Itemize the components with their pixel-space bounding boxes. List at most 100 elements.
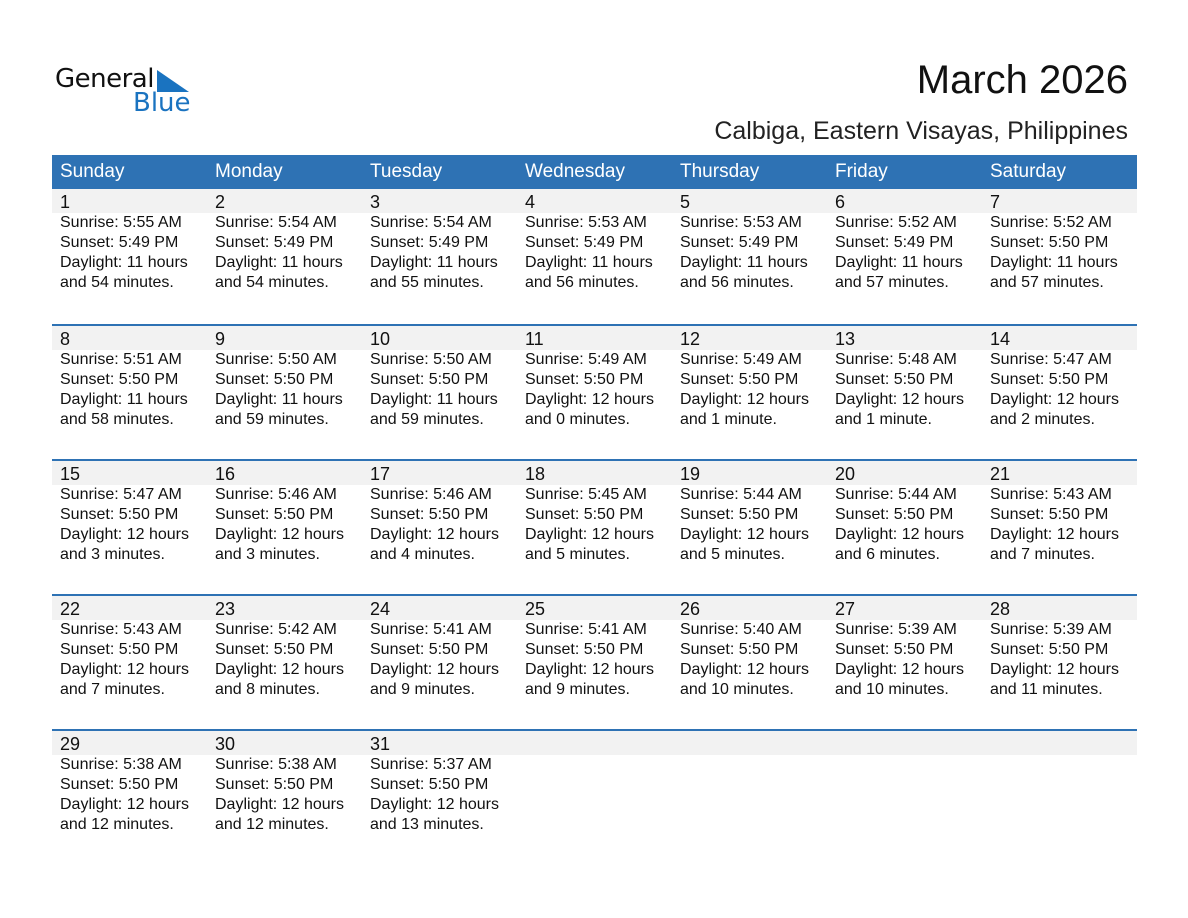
sunset-text: Sunset: 5:50 PM [525, 371, 644, 388]
daylight-hours-text: Daylight: 12 hours [60, 526, 189, 543]
day-cell: 7 Sunrise: 5:52 AM Sunset: 5:50 PM Daylight… [982, 189, 1137, 293]
daylight-minutes-text: and 1 minute. [835, 411, 932, 428]
daylight-minutes-text: and 57 minutes. [835, 274, 949, 291]
date-band [52, 731, 1137, 755]
day-cell: 17 Sunrise: 5:46 AM Sunset: 5:50 PM Dayligh… [362, 461, 517, 565]
day-number: 9 [215, 329, 226, 349]
sunset-text: Sunset: 5:50 PM [60, 506, 179, 523]
date-band [52, 326, 1137, 350]
daylight-hours-text: Daylight: 12 hours [680, 526, 809, 543]
sunrise-text: Sunrise: 5:47 AM [60, 486, 182, 503]
sunrise-text: Sunrise: 5:46 AM [370, 486, 492, 503]
date-band [52, 189, 1137, 213]
day-cell: 21 Sunrise: 5:43 AM Sunset: 5:50 PM Dayligh… [982, 461, 1137, 565]
week-row: 8 Sunrise: 5:51 AM Sunset: 5:50 PM Daylight… [52, 324, 1137, 459]
sunrise-text: Sunrise: 5:48 AM [835, 351, 957, 368]
sunrise-text: Sunrise: 5:52 AM [835, 214, 957, 231]
sunrise-text: Sunrise: 5:49 AM [680, 351, 802, 368]
day-number: 26 [680, 599, 701, 619]
daylight-hours-text: Daylight: 12 hours [60, 661, 189, 678]
day-cell: 1 Sunrise: 5:55 AM Sunset: 5:49 PM Daylight… [52, 189, 207, 293]
sunset-text: Sunset: 5:50 PM [525, 641, 644, 658]
sunrise-text: Sunrise: 5:52 AM [990, 214, 1112, 231]
daylight-minutes-text: and 7 minutes. [990, 546, 1095, 563]
sunset-text: Sunset: 5:49 PM [835, 234, 954, 251]
daylight-hours-text: Daylight: 11 hours [215, 391, 343, 408]
daylight-minutes-text: and 55 minutes. [370, 274, 484, 291]
day-number: 1 [60, 192, 71, 212]
day-number: 15 [60, 464, 81, 484]
sunrise-text: Sunrise: 5:37 AM [370, 756, 492, 773]
day-cell: 26 Sunrise: 5:40 AM Sunset: 5:50 PM Dayligh… [672, 596, 827, 700]
daylight-hours-text: Daylight: 11 hours [525, 254, 653, 271]
sunrise-text: Sunrise: 5:55 AM [60, 214, 182, 231]
day-cell: 28 Sunrise: 5:39 AM Sunset: 5:50 PM Dayligh… [982, 596, 1137, 700]
sunset-text: Sunset: 5:50 PM [370, 506, 489, 523]
day-number: 22 [60, 599, 81, 619]
daylight-hours-text: Daylight: 11 hours [680, 254, 808, 271]
day-number: 19 [680, 464, 701, 484]
sunset-text: Sunset: 5:50 PM [215, 371, 334, 388]
daylight-minutes-text: and 12 minutes. [215, 816, 329, 833]
sunrise-text: Sunrise: 5:42 AM [215, 621, 337, 638]
sunset-text: Sunset: 5:50 PM [370, 371, 489, 388]
daylight-minutes-text: and 3 minutes. [60, 546, 165, 563]
daylight-minutes-text: and 56 minutes. [525, 274, 639, 291]
daylight-hours-text: Daylight: 12 hours [370, 526, 499, 543]
location-subtitle: Calbiga, Eastern Visayas, Philippines [714, 117, 1128, 145]
daylight-minutes-text: and 59 minutes. [215, 411, 329, 428]
sunrise-text: Sunrise: 5:43 AM [60, 621, 182, 638]
sunset-text: Sunset: 5:50 PM [60, 776, 179, 793]
sunset-text: Sunset: 5:49 PM [680, 234, 799, 251]
week-row: 22 Sunrise: 5:43 AM Sunset: 5:50 PM Dayligh… [52, 594, 1137, 729]
sunset-text: Sunset: 5:50 PM [990, 641, 1109, 658]
daylight-hours-text: Daylight: 11 hours [835, 254, 963, 271]
sunrise-text: Sunrise: 5:41 AM [525, 621, 647, 638]
day-number: 30 [215, 734, 236, 754]
daylight-minutes-text: and 2 minutes. [990, 411, 1095, 428]
day-number: 23 [215, 599, 236, 619]
daylight-hours-text: Daylight: 12 hours [680, 391, 809, 408]
daylight-minutes-text: and 5 minutes. [680, 546, 785, 563]
sunrise-text: Sunrise: 5:44 AM [680, 486, 802, 503]
sunset-text: Sunset: 5:50 PM [680, 371, 799, 388]
day-cell: 10 Sunrise: 5:50 AM Sunset: 5:50 PM Dayligh… [362, 326, 517, 430]
sunrise-text: Sunrise: 5:41 AM [370, 621, 492, 638]
daylight-minutes-text: and 10 minutes. [680, 681, 794, 698]
week-row: 15 Sunrise: 5:47 AM Sunset: 5:50 PM Dayligh… [52, 459, 1137, 594]
logo: General Blue [55, 64, 195, 120]
day-cell: 22 Sunrise: 5:43 AM Sunset: 5:50 PM Dayligh… [52, 596, 207, 700]
day-number: 25 [525, 599, 546, 619]
daylight-hours-text: Daylight: 12 hours [525, 526, 654, 543]
sunrise-text: Sunrise: 5:49 AM [525, 351, 647, 368]
sunset-text: Sunset: 5:50 PM [370, 776, 489, 793]
daylight-minutes-text: and 59 minutes. [370, 411, 484, 428]
logo-text-blue: Blue [133, 88, 191, 118]
day-number: 11 [525, 329, 544, 349]
calendar: Sunday Monday Tuesday Wednesday Thursday Frid… [52, 155, 1137, 864]
daylight-minutes-text: and 54 minutes. [60, 274, 174, 291]
day-cell: 2 Sunrise: 5:54 AM Sunset: 5:49 PM Daylight… [207, 189, 362, 293]
sunset-text: Sunset: 5:50 PM [215, 641, 334, 658]
sunrise-text: Sunrise: 5:45 AM [525, 486, 647, 503]
sunset-text: Sunset: 5:49 PM [525, 234, 644, 251]
day-number: 21 [990, 464, 1011, 484]
week-row: 29 Sunrise: 5:38 AM Sunset: 5:50 PM Dayligh… [52, 729, 1137, 864]
daylight-hours-text: Daylight: 12 hours [215, 661, 344, 678]
sunrise-text: Sunrise: 5:51 AM [60, 351, 182, 368]
day-cell: 5 Sunrise: 5:53 AM Sunset: 5:49 PM Daylight… [672, 189, 827, 293]
daylight-hours-text: Daylight: 12 hours [215, 526, 344, 543]
daylight-hours-text: Daylight: 11 hours [990, 254, 1118, 271]
daylight-hours-text: Daylight: 12 hours [835, 661, 964, 678]
daylight-hours-text: Daylight: 12 hours [370, 796, 499, 813]
sunset-text: Sunset: 5:50 PM [215, 776, 334, 793]
day-number: 7 [990, 192, 1001, 212]
daylight-minutes-text: and 5 minutes. [525, 546, 630, 563]
day-cell: 24 Sunrise: 5:41 AM Sunset: 5:50 PM Dayligh… [362, 596, 517, 700]
daylight-hours-text: Daylight: 12 hours [525, 661, 654, 678]
logo-text-general: General [55, 64, 154, 94]
daylight-minutes-text: and 13 minutes. [370, 816, 484, 833]
daylight-minutes-text: and 54 minutes. [215, 274, 329, 291]
day-number: 14 [990, 329, 1011, 349]
day-number: 6 [835, 192, 846, 212]
